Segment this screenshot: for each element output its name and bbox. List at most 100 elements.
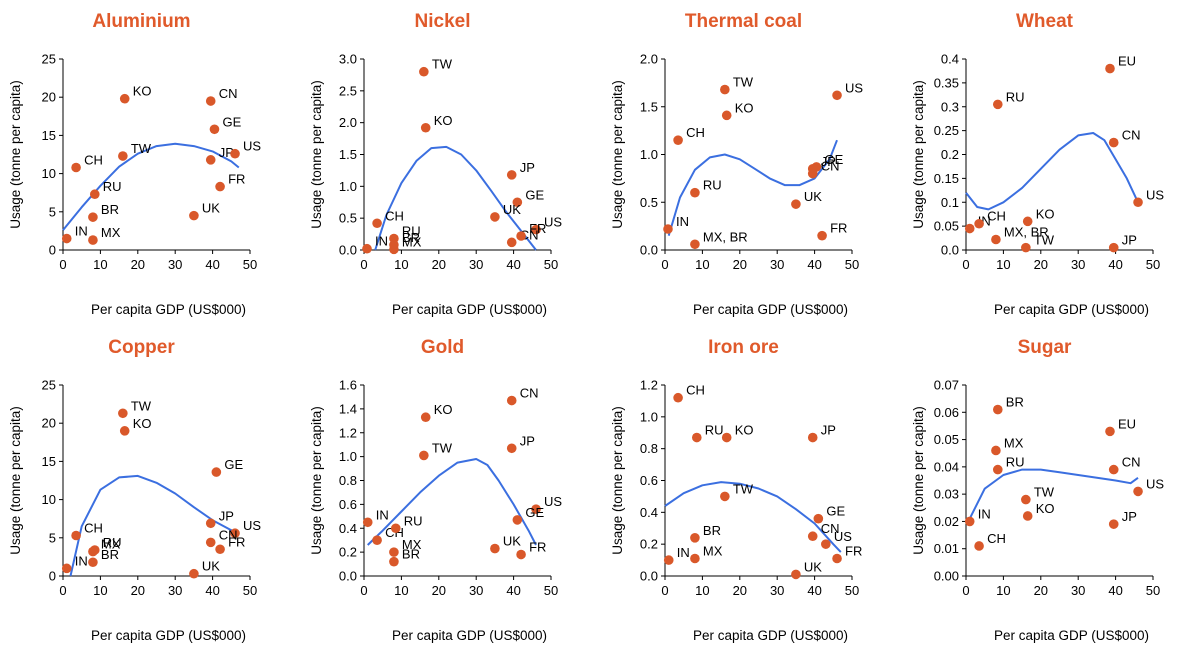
x-axis-label: Per capita GDP (US$000): [994, 628, 1149, 643]
data-point-mx: [88, 546, 98, 557]
x-tick-label: 10: [695, 257, 709, 272]
data-point-uk: [490, 212, 500, 222]
data-point-ko: [1022, 511, 1033, 521]
data-point-br: [88, 557, 98, 568]
point-label-ru: RU: [1006, 89, 1025, 104]
y-tick-label: 20: [42, 90, 56, 105]
chart-title: Gold: [421, 337, 464, 358]
x-tick-label: 50: [845, 583, 859, 598]
y-tick-label: 0.2: [640, 537, 658, 552]
x-tick-label: 10: [695, 583, 709, 598]
data-point-ch: [372, 218, 382, 229]
point-label-ko: KO: [434, 113, 453, 128]
x-tick-label: 30: [770, 257, 784, 272]
y-tick-label: 1.0: [640, 147, 658, 162]
data-point-ru: [690, 187, 700, 198]
y-axis-label: Usage (tonne per capita): [8, 406, 23, 555]
chart-aluminium: Aluminium 0 5 10 15 20 25 0 10 20 30 40 50 Per capita…: [0, 0, 301, 326]
data-point-ru: [992, 464, 1003, 475]
data-point-fr: [832, 553, 842, 564]
point-label-us: US: [544, 215, 562, 230]
data-point-mx: [690, 553, 700, 564]
trend-line: [968, 468, 1139, 520]
data-point-ch: [673, 135, 683, 145]
point-label-br: BR: [101, 547, 119, 562]
y-tick-label: 0: [49, 243, 56, 258]
y-tick-label: 0.3: [941, 99, 959, 114]
chart-svg: Gold 0.0 0.2 0.4 0.6 0.8 1.0 1.2 1.4 1.6 0 10 20 30 40…: [309, 337, 562, 643]
data-point-in: [964, 223, 975, 234]
point-label-fr: FR: [228, 534, 245, 549]
x-tick-label: 40: [1108, 257, 1122, 272]
x-tick-label: 0: [962, 583, 969, 598]
data-point-ko: [721, 432, 732, 443]
point-label-in: IN: [376, 507, 389, 522]
point-label-mx: MX: [1004, 435, 1024, 450]
y-tick-label: 0.6: [339, 497, 357, 512]
y-tick-label: 3.0: [339, 52, 357, 67]
y-tick-label: 0.8: [339, 473, 357, 488]
data-point-fr: [817, 230, 827, 241]
point-label-mx: MX: [101, 537, 121, 552]
point-label-ge: GE: [224, 457, 243, 472]
point-label-uk: UK: [202, 201, 220, 216]
data-point-jp: [1108, 242, 1119, 253]
point-label-jp: JP: [1122, 509, 1137, 524]
data-point-ge: [209, 124, 220, 135]
point-label-ge: GE: [824, 152, 843, 167]
chart-svg: Wheat 0.0 0.05 0.1 0.15 0.2 0.25 0.3 0.35 0.4 0 10 2…: [911, 11, 1164, 317]
point-label-ko: KO: [133, 84, 152, 99]
data-point-tw: [118, 408, 128, 419]
y-tick-label: 15: [42, 128, 56, 143]
x-tick-label: 10: [996, 583, 1010, 598]
x-tick-label: 0: [59, 257, 66, 272]
x-axis-label: Per capita GDP (US$000): [392, 302, 547, 317]
point-label-us: US: [544, 494, 562, 509]
data-point-tw: [1021, 242, 1031, 253]
point-label-in: IN: [75, 224, 88, 239]
point-label-ch: CH: [987, 531, 1006, 546]
x-tick-label: 40: [205, 583, 219, 598]
data-point-cn: [807, 531, 818, 542]
chart-title: Nickel: [415, 11, 471, 32]
data-point-ch: [71, 530, 81, 541]
y-tick-label: 0.4: [640, 505, 658, 520]
point-label-br: BR: [1006, 395, 1024, 410]
x-tick-label: 0: [59, 583, 66, 598]
data-point-ko: [119, 426, 130, 436]
point-label-us: US: [243, 518, 261, 533]
point-label-eu: EU: [1118, 416, 1136, 431]
data-point-ru: [390, 523, 401, 534]
y-tick-label: 1.0: [640, 409, 658, 424]
trend-line: [664, 481, 842, 553]
point-label-ko: KO: [1036, 206, 1055, 221]
x-axis-label: Per capita GDP (US$000): [693, 302, 848, 317]
data-point-ko: [420, 122, 431, 133]
x-axis-label: Per capita GDP (US$000): [91, 628, 246, 643]
chart-title: Sugar: [1018, 337, 1072, 358]
x-tick-label: 30: [1071, 257, 1085, 272]
point-label-tw: TW: [1034, 485, 1055, 500]
x-tick-label: 40: [807, 583, 821, 598]
point-label-jp: JP: [1122, 233, 1137, 248]
data-point-br: [690, 533, 700, 543]
y-tick-label: 0.00: [934, 569, 959, 584]
data-point-ko: [119, 93, 130, 104]
x-tick-label: 10: [394, 583, 408, 598]
point-label-uk: UK: [804, 189, 822, 204]
data-point-jp: [1108, 519, 1119, 529]
y-tick-label: 1.6: [339, 378, 357, 393]
point-label-in: IN: [677, 545, 690, 560]
data-point-jp: [506, 170, 517, 180]
data-point-br: [992, 404, 1003, 415]
point-label-us: US: [845, 80, 863, 95]
chart-svg: Iron ore 0.0 0.2 0.4 0.6 0.8 1.0 1.2 0 10 20 30 40 50…: [610, 337, 862, 643]
data-point-mx: [88, 235, 98, 245]
x-tick-label: 20: [432, 257, 446, 272]
point-label-cn: CN: [219, 86, 238, 101]
data-point-cn: [506, 237, 517, 248]
data-point-in: [61, 563, 72, 574]
data-point-fr: [215, 544, 225, 555]
x-tick-label: 50: [845, 257, 859, 272]
chart-thermal-coal: Thermal coal 0.0 0.5 1.0 1.5 2.0 0 10 20 30 40 50 Pe…: [602, 0, 903, 326]
